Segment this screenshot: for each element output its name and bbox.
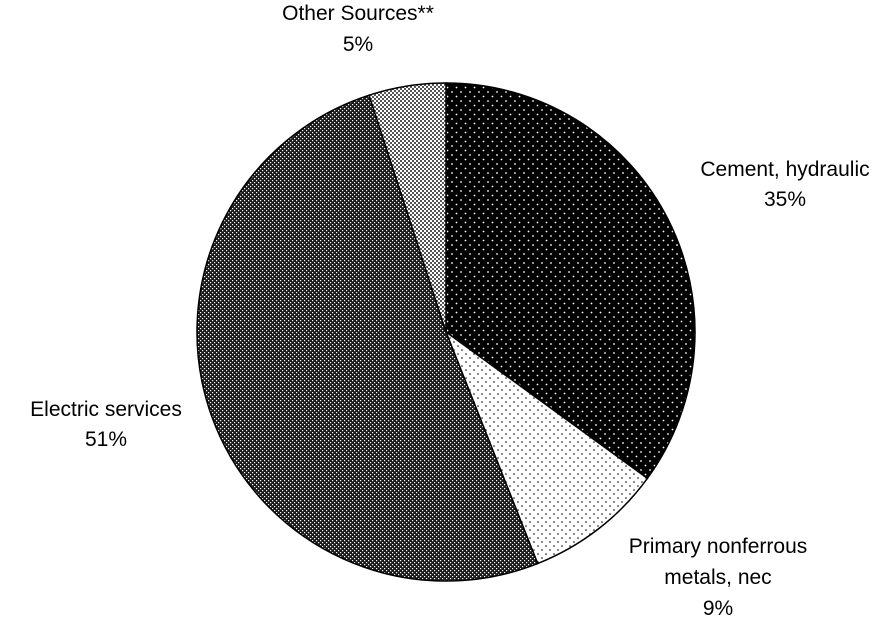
pie-slices: [196, 82, 696, 582]
pie-category-label: Other Sources**: [282, 2, 434, 25]
pie-labels: Cement, hydraulic 35% Primary nonferrous me…: [30, 2, 869, 620]
pie-slice-electric-services: [196, 94, 539, 582]
pie-category-label: Primary nonferrous: [629, 535, 808, 558]
pie-slice-other-sources: [368, 82, 447, 333]
pie-category-label: metals, nec: [664, 566, 771, 589]
pie-value-label: 9%: [703, 597, 733, 620]
pie-value-label: 51%: [85, 428, 127, 451]
pie-value-label: 35%: [764, 188, 806, 211]
pie-slice-primary-nonferrous-metals-nec: [444, 329, 649, 565]
pie-value-label: 5%: [343, 33, 373, 56]
pie-label-other-sources: Other Sources** 5%: [282, 2, 434, 56]
pie-category-label: Electric services: [30, 398, 182, 421]
pie-slice-cement-hydraulic: [445, 82, 696, 480]
pie-label-electric-services: Electric services 51%: [30, 398, 182, 451]
pie-label-cement-hydraulic: Cement, hydraulic 35%: [700, 158, 869, 211]
pie-label-primary-nonferrous-metals-nec: Primary nonferrous metals, nec 9%: [629, 535, 808, 620]
pie-category-label: Cement, hydraulic: [700, 158, 869, 181]
